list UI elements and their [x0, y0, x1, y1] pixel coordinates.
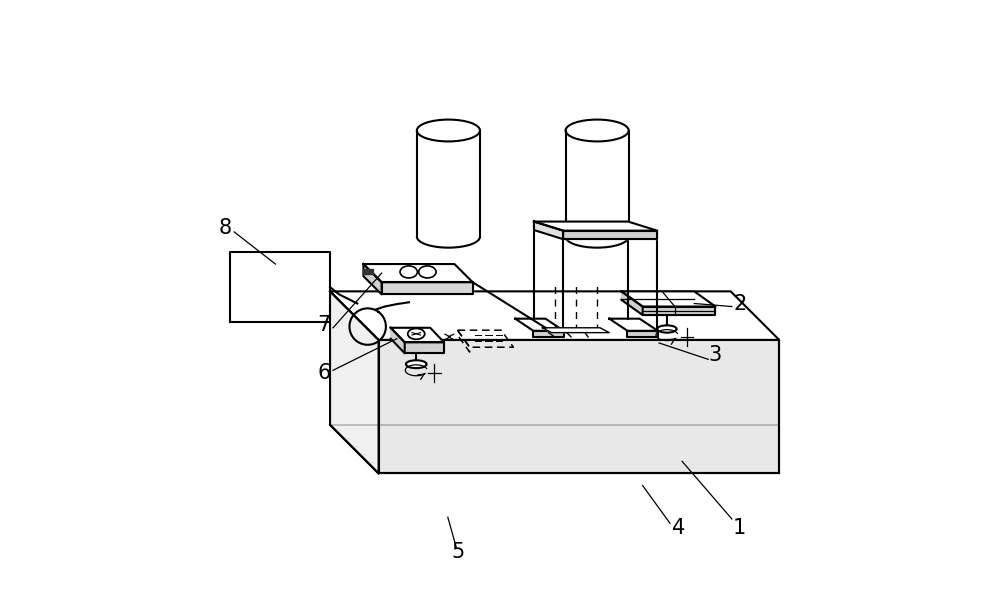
Polygon shape	[330, 291, 779, 340]
Polygon shape	[621, 291, 643, 315]
Polygon shape	[533, 331, 564, 337]
Polygon shape	[391, 328, 444, 342]
Text: 3: 3	[709, 345, 722, 365]
Polygon shape	[621, 291, 715, 307]
Polygon shape	[627, 331, 658, 337]
Polygon shape	[405, 342, 444, 353]
Polygon shape	[379, 340, 779, 473]
Text: 2: 2	[733, 294, 746, 313]
Polygon shape	[643, 307, 715, 315]
Polygon shape	[566, 131, 629, 237]
Polygon shape	[534, 222, 563, 239]
Polygon shape	[363, 264, 382, 294]
Polygon shape	[330, 291, 379, 473]
Polygon shape	[609, 319, 658, 331]
Text: 5: 5	[451, 543, 464, 562]
Text: 7: 7	[317, 315, 331, 334]
Polygon shape	[563, 231, 657, 239]
Polygon shape	[534, 222, 657, 231]
Text: 6: 6	[317, 364, 331, 383]
Polygon shape	[542, 328, 609, 333]
Polygon shape	[417, 131, 480, 237]
Polygon shape	[515, 319, 564, 331]
Text: 1: 1	[733, 518, 746, 538]
Ellipse shape	[406, 360, 427, 368]
Text: 4: 4	[672, 518, 686, 538]
Ellipse shape	[657, 325, 677, 333]
Polygon shape	[230, 252, 330, 322]
Polygon shape	[363, 269, 373, 274]
Polygon shape	[382, 282, 473, 294]
Text: 8: 8	[219, 218, 232, 237]
Polygon shape	[391, 328, 405, 353]
Ellipse shape	[417, 120, 480, 141]
Ellipse shape	[566, 120, 629, 141]
Polygon shape	[363, 264, 473, 282]
